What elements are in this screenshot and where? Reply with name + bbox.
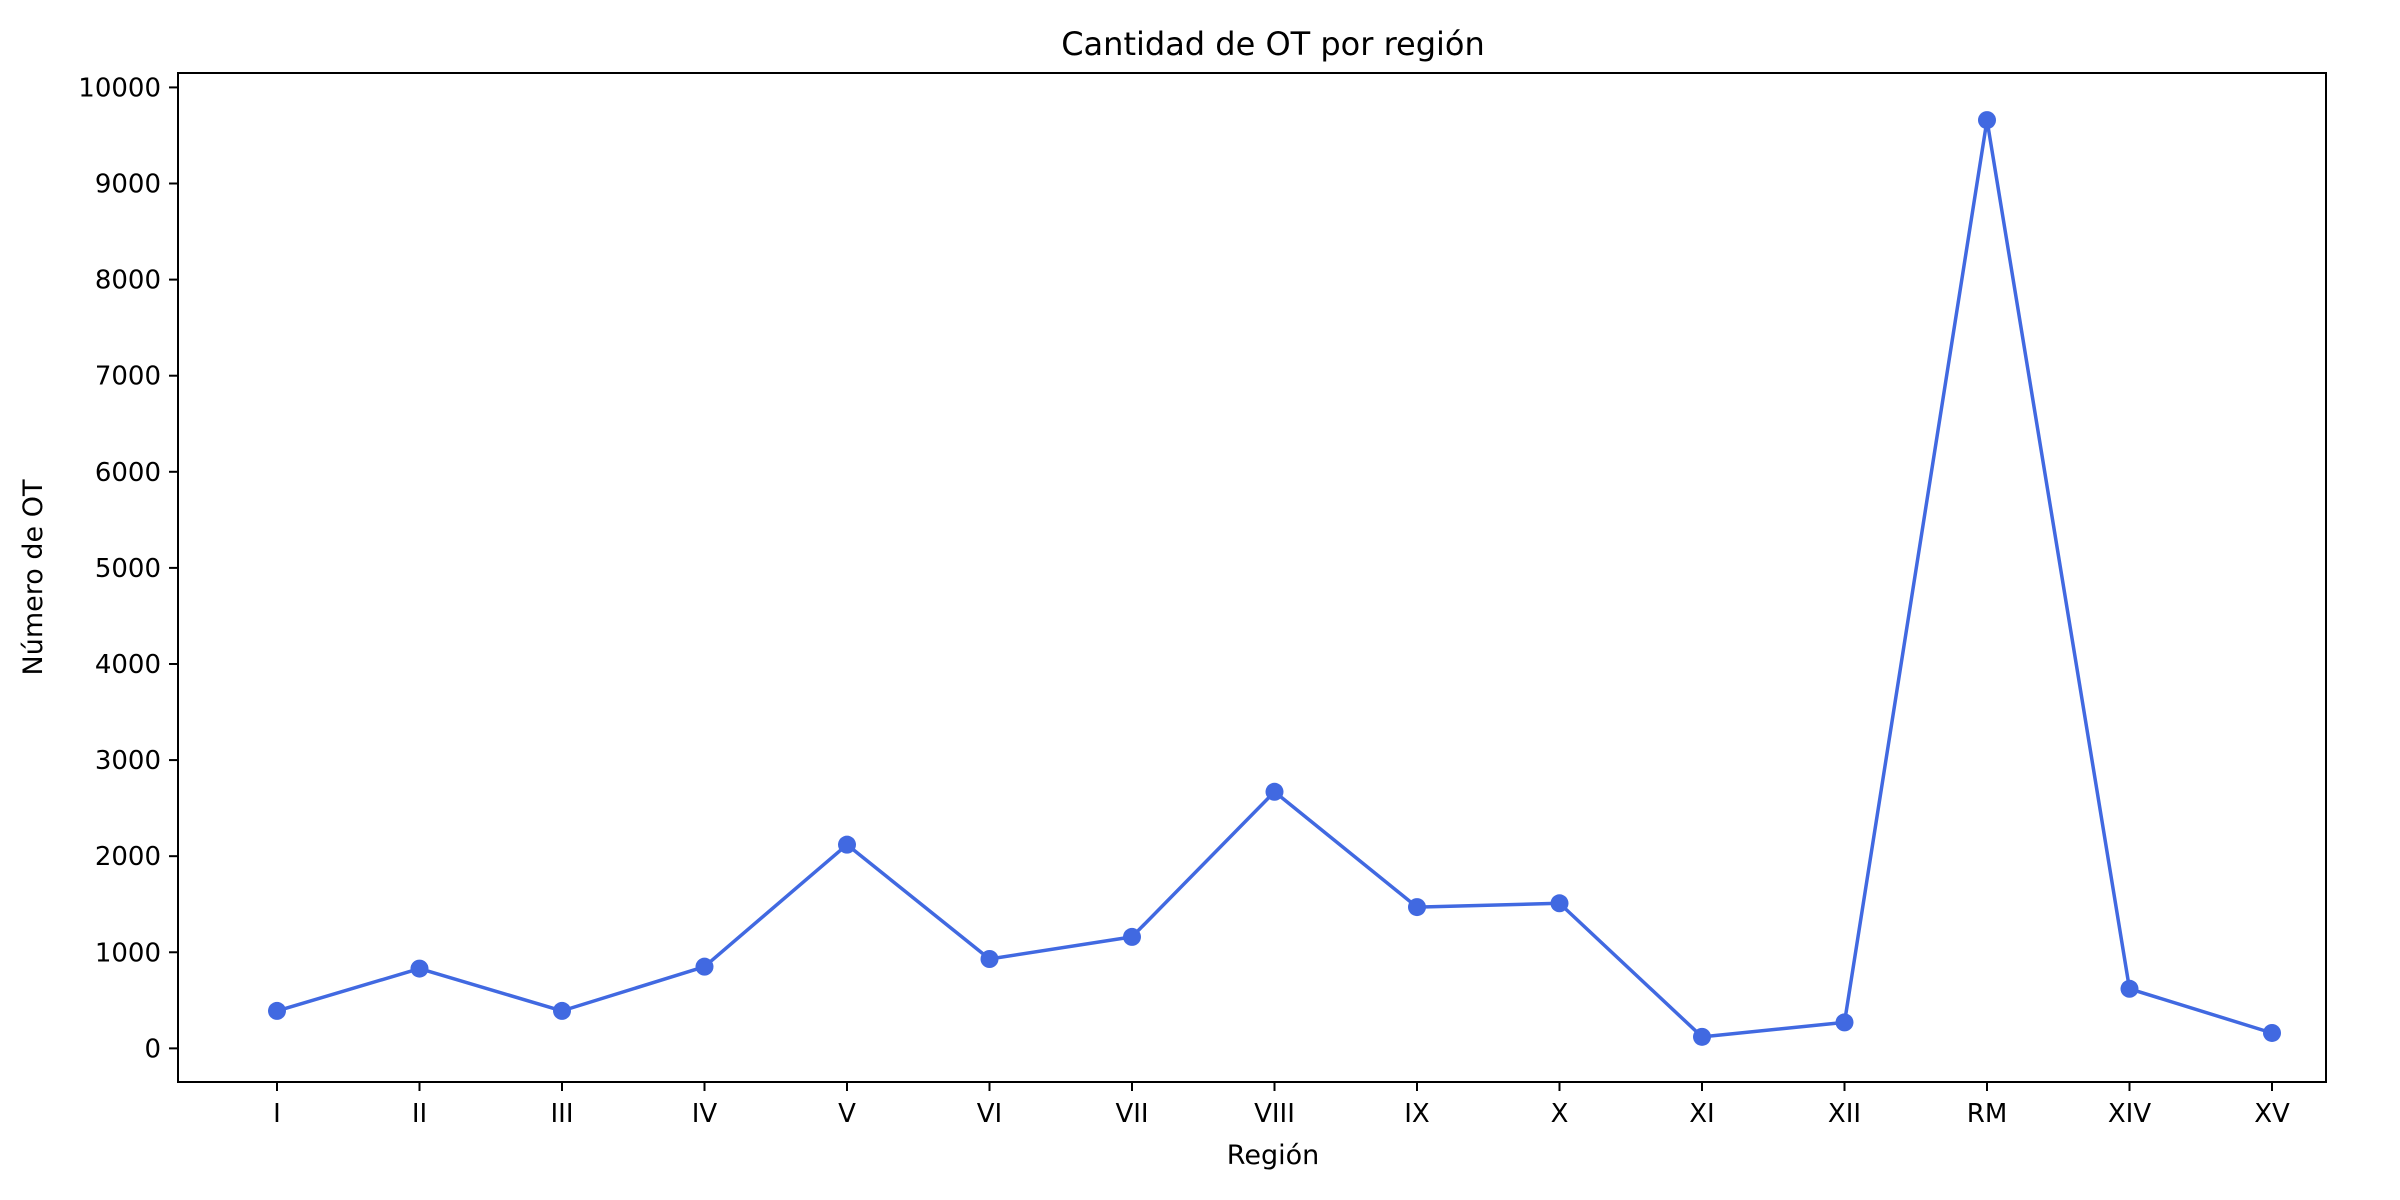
x-tick-label: X [1551, 1099, 1569, 1129]
y-tick-label: 2000 [95, 842, 161, 872]
x-tick-label: VII [1115, 1099, 1148, 1129]
x-tick-label: VI [977, 1099, 1002, 1129]
data-point [1693, 1027, 1711, 1046]
data-point [838, 835, 856, 854]
data-point [1123, 927, 1141, 946]
y-tick-label: 9000 [95, 170, 161, 200]
data-point [2120, 979, 2139, 998]
x-tick-label: XIV [2108, 1099, 2151, 1129]
y-tick-label: 6000 [95, 458, 161, 488]
x-tick-label: II [412, 1099, 427, 1129]
series-line [275, 118, 2274, 1039]
x-tick-label: IX [1404, 1099, 1429, 1129]
data-point [1265, 782, 1284, 801]
x-tick-label: III [550, 1099, 573, 1129]
y-tick-label: 10000 [78, 73, 161, 103]
y-tick-label: 8000 [95, 266, 161, 296]
x-tick-label: XV [2254, 1099, 2290, 1129]
y-tick-label: 5000 [95, 554, 161, 584]
x-tick-label: VIII [1254, 1099, 1295, 1129]
chart-title: Cantidad de OT por región [1061, 25, 1485, 63]
y-tick-label: 0 [144, 1034, 161, 1064]
y-tick-label: 3000 [95, 746, 161, 776]
x-axis-ticks: I II III IV V VI VII VIII IX X XI XII RM XIV XV [273, 1082, 2290, 1129]
y-tick-label: 7000 [95, 362, 161, 392]
data-point [1978, 111, 1996, 130]
data-point [268, 1001, 286, 1020]
x-tick-label: XII [1828, 1099, 1861, 1129]
y-tick-label: 4000 [95, 650, 161, 680]
x-tick-label: I [273, 1099, 281, 1129]
data-point [2263, 1023, 2281, 1042]
data-point [1835, 1013, 1854, 1032]
y-axis-ticks: 0 1000 2000 3000 4000 5000 6000 7000 8000 9000 100… [78, 73, 178, 1064]
x-tick-label: V [838, 1099, 856, 1129]
data-point [695, 957, 714, 976]
data-point [980, 949, 999, 968]
data-point [1408, 898, 1426, 917]
series-layer [268, 111, 2281, 1046]
data-point [410, 959, 429, 978]
data-point [1550, 894, 1569, 913]
x-tick-label: RM [1967, 1099, 2008, 1129]
x-tick-label: XI [1689, 1099, 1714, 1129]
y-axis-label: Número de OT [18, 479, 49, 675]
data-point [553, 1001, 571, 1020]
x-axis-label: Región [1227, 1140, 1319, 1171]
x-tick-label: IV [692, 1099, 718, 1129]
y-tick-label: 1000 [95, 938, 161, 968]
plot-frame [177, 72, 2327, 1083]
